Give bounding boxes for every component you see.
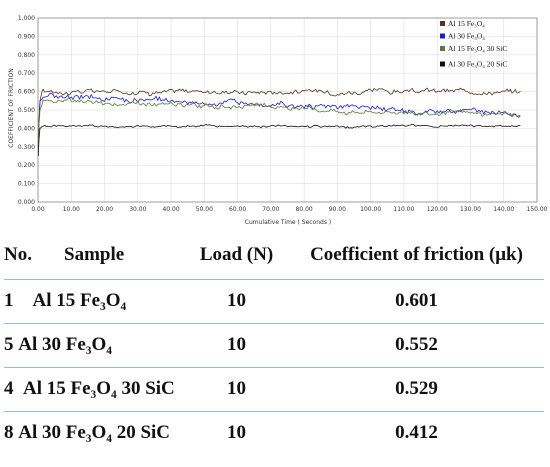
- series-line: [37, 98, 521, 147]
- results-table: No. Sample Load (N) Coefficient of frict…: [4, 232, 544, 455]
- header-sample: Sample: [64, 232, 184, 280]
- x-tick-label: 150.00: [527, 206, 548, 213]
- row-sample: Al 30 Fe₃O₄ 20 SiC: [18, 422, 171, 444]
- y-tick-label: 0.400: [18, 125, 35, 132]
- y-tick-label: 0.000: [18, 199, 35, 206]
- row-load: 10: [184, 323, 289, 368]
- table-row: 4 Al 15 Fe₃O₄ 30 SiC 10 0.529: [4, 367, 544, 412]
- sample-cell: 4 Al 15 Fe₃O₄ 30 SiC: [4, 367, 184, 412]
- row-sample: Al 15 Fe₃O₄: [32, 290, 127, 311]
- plot-frame: [37, 17, 538, 203]
- row-sample: Al 15 Fe₃O₄ 30 SiC: [23, 378, 175, 399]
- x-tick-label: 50.00: [196, 206, 213, 213]
- x-axis-title: Cumulative Time ( Seconds ): [245, 219, 331, 226]
- y-axis-title: COEFFICIENT OF FRICTION: [8, 68, 15, 148]
- legend-swatch: [440, 33, 445, 39]
- header-no: No.: [4, 232, 64, 280]
- table-row: 5 Al 30 Fe₃O₄ 10 0.552: [4, 323, 544, 368]
- y-tick-label: 0.200: [18, 162, 35, 169]
- table-row: 1 Al 15 Fe₃O₄ 10 0.601: [4, 279, 544, 324]
- legend: Al 15 Fe₃O₄ Al 30 Fe₃O₄ Al 15 Fe₃O₄ 30 SiC…: [440, 19, 507, 69]
- legend-swatch: [440, 61, 445, 67]
- x-tick-label: 120.00: [427, 206, 448, 213]
- row-load: 10: [184, 279, 289, 324]
- tick-layer: 0.000 0.100 0.200 0.300 0.400 0.500 0.600 0.700…: [18, 15, 548, 213]
- y-tick-label: 0.800: [18, 52, 35, 59]
- header-load: Load (N): [184, 232, 289, 280]
- row-no: 1: [4, 290, 14, 311]
- row-cof: 0.552: [289, 323, 544, 368]
- x-tick-label: 140.00: [493, 206, 514, 213]
- x-tick-label: 60.00: [229, 206, 246, 213]
- legend-label: Al 15 Fe₃O₄: [448, 19, 485, 28]
- series-line: [37, 93, 521, 147]
- y-tick-label: 0.300: [18, 144, 35, 151]
- series-line: [37, 87, 521, 138]
- row-cof: 0.529: [289, 367, 544, 412]
- series-line: [37, 123, 521, 157]
- x-tick-label: 130.00: [460, 206, 481, 213]
- x-tick-label: 90.00: [329, 206, 346, 213]
- legend-label: Al 30 Fe₃O₄ 20 SiC: [448, 60, 507, 69]
- row-load: 10: [227, 422, 246, 444]
- friction-chart: 0.000 0.100 0.200 0.300 0.400 0.500 0.600 0.700…: [0, 0, 550, 232]
- row-sample: Al 30 Fe₃O₄: [18, 334, 112, 355]
- legend-label: Al 15 Fe₃O₄ 30 SiC: [448, 44, 507, 53]
- sample-cell: 5 Al 30 Fe₃O₄: [4, 323, 184, 368]
- x-tick-label: 10.00: [63, 206, 80, 213]
- x-tick-label: 0.00: [31, 206, 45, 213]
- legend-swatch: [440, 21, 445, 26]
- chart-background: [0, 0, 550, 232]
- y-tick-label: 0.700: [18, 70, 35, 77]
- x-tick-label: 70.00: [262, 206, 279, 213]
- x-tick-label: 30.00: [129, 206, 146, 213]
- table-header-row: No. Sample Load (N) Coefficient of frict…: [4, 232, 544, 280]
- x-tick-label: 80.00: [296, 206, 313, 213]
- x-tick-label: 100.00: [360, 206, 381, 213]
- y-tick-label: 0.900: [18, 33, 35, 40]
- legend-swatch: [440, 46, 445, 51]
- header-cof: Coefficient of friction (μk): [289, 232, 544, 280]
- legend-label: Al 30 Fe₃O₄: [448, 32, 485, 41]
- x-tick-label: 110.00: [393, 206, 414, 213]
- row-no: 4: [4, 378, 14, 399]
- y-tick-label: 0.100: [18, 181, 35, 188]
- row-cof: 0.601: [289, 279, 544, 324]
- sample-cell: 8 Al 30 Fe₃O₄ 20 SiC: [4, 411, 184, 455]
- chart-svg: 0.000 0.100 0.200 0.300 0.400 0.500 0.600 0.700…: [0, 0, 550, 232]
- row-no: 8: [4, 422, 14, 444]
- table-row: 8 Al 30 Fe₃O₄ 20 SiC 10 0.412: [4, 411, 544, 455]
- row-no: 5: [4, 334, 14, 355]
- y-tick-label: 0.500: [18, 107, 35, 114]
- results-table-wrapper: No. Sample Load (N) Coefficient of frict…: [0, 232, 550, 467]
- y-tick-label: 0.600: [18, 89, 35, 96]
- row-cof: 0.412: [395, 422, 438, 444]
- y-tick-label: 1.000: [18, 15, 35, 22]
- row-load: 10: [184, 367, 289, 412]
- axis-layer: [37, 17, 538, 203]
- x-tick-label: 20.00: [96, 206, 113, 213]
- x-tick-label: 40.00: [162, 206, 179, 213]
- sample-cell: 1 Al 15 Fe₃O₄: [4, 279, 184, 324]
- series-layer: [37, 87, 521, 157]
